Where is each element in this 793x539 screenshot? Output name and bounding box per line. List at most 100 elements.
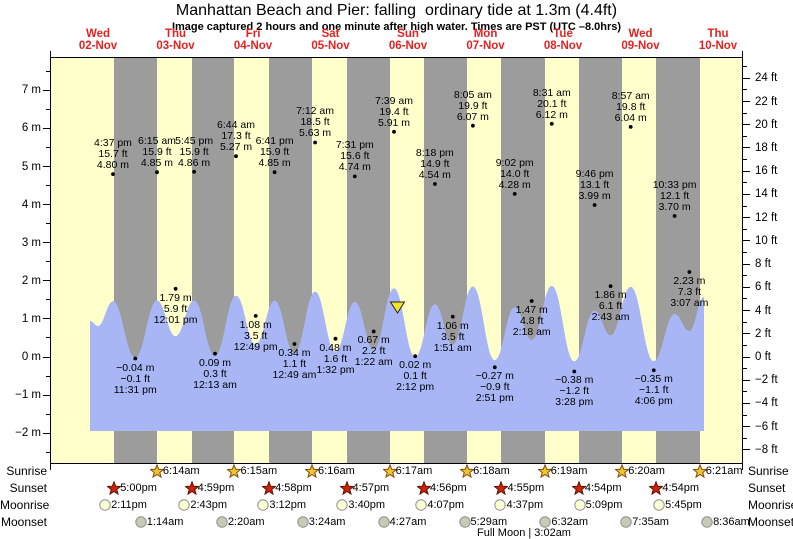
tide-label-line: 1.6 ft <box>323 352 348 365</box>
tide-high-label: 8:31 am 20.1 ft 6.12 m <box>520 87 584 121</box>
tide-label-line: −0.27 m <box>475 370 514 383</box>
tide-label-line: 11:31 pm <box>113 383 157 396</box>
day-weekday: Wed <box>86 28 111 40</box>
tide-label-line: 3:28 pm <box>555 396 594 409</box>
tide-label-line: 8:05 am <box>453 88 492 101</box>
ft-axis-label: 14 ft <box>755 188 778 201</box>
ft-axis-tick <box>743 101 750 102</box>
ft-axis-tick <box>743 379 750 381</box>
moonset-icon <box>296 515 310 534</box>
tide-label-line: −0.04 m <box>116 361 155 374</box>
tide-label-line: 3.70 m <box>658 201 691 214</box>
sunset-time: 4:57pm <box>352 482 390 494</box>
sunrise-icon <box>691 463 708 483</box>
sunrise-time: 6:18am <box>473 465 510 477</box>
day-label: Sun 06-Nov <box>374 28 442 52</box>
tide-label-line: 19.8 ft <box>616 100 646 113</box>
ft-axis-minor-tick <box>743 437 747 439</box>
day-date: 02-Nov <box>78 40 118 52</box>
m-axis-tick <box>43 242 50 244</box>
moonrise-time: 3:40pm <box>348 499 386 511</box>
tide-label-line: 9:46 pm <box>575 167 614 180</box>
tide-label-line: 4.74 m <box>338 161 371 174</box>
tide-label-line: −0.1 ft <box>120 372 150 385</box>
tide-high-label: 4:37 pm 15.7 ft 4.80 m <box>81 138 145 171</box>
moonrise-row-label-left: Moonrise <box>0 498 50 512</box>
moonset-icon <box>700 515 714 534</box>
sunrise-time: 6:21am <box>705 465 743 477</box>
ft-axis-tick <box>743 310 750 312</box>
tide-label-line: 4.8 ft <box>520 314 544 327</box>
day-weekday: Tue <box>553 28 573 40</box>
moonset-row-label-right: Moonset <box>748 515 793 529</box>
ft-axis-tick <box>743 217 750 219</box>
tide-label-line: −0.35 m <box>634 373 673 386</box>
tide-label-line: 0.1 ft <box>403 370 427 383</box>
moonrise-time: 4:07pm <box>427 499 465 511</box>
tide-label-line: 2:12 pm <box>396 381 435 394</box>
tide-label-line: 8:18 pm <box>415 147 454 160</box>
tide-label-line: 0.67 m <box>357 334 390 347</box>
tide-label-line: 15.9 ft <box>260 146 290 159</box>
sunrise-row-label-left: Sunrise <box>6 464 47 478</box>
m-axis-tick <box>43 356 50 358</box>
tide-label-line: 3.5 ft <box>244 329 268 342</box>
m-axis-label: 4 m <box>21 198 41 211</box>
m-axis-minor-tick <box>46 70 50 72</box>
tide-low-label: 1.86 m 6.1 ft 2:43 am <box>579 290 643 323</box>
ft-axis-tick <box>743 193 750 195</box>
day-label: Tue 08-Nov <box>529 28 597 52</box>
tide-label-line: 20.1 ft <box>537 97 567 110</box>
tide-low-label: 0.09 m 0.3 ft 12:13 am <box>183 356 247 391</box>
moonset-time: 7:35am <box>632 516 669 528</box>
m-axis-tick <box>43 280 50 282</box>
m-axis-label: −1 m <box>15 389 41 402</box>
sunset-time: 4:55pm <box>507 482 545 494</box>
day-weekday: Fri <box>245 28 261 40</box>
moonrise-icon <box>98 498 112 517</box>
ft-axis-minor-tick <box>743 159 747 161</box>
ft-axis-tick <box>743 124 750 126</box>
day-weekday: Thu <box>707 28 729 40</box>
m-axis-minor-tick <box>46 223 50 225</box>
day-label: Wed 09-Nov <box>607 28 675 52</box>
tide-label-line: 1.86 m <box>594 289 627 302</box>
tide-label-line: 7:31 pm <box>335 139 374 152</box>
tide-high-label: 5:45 pm 15.9 ft 4.86 m <box>162 135 226 169</box>
m-axis-label: 7 m <box>21 84 41 97</box>
ft-axis-minor-tick <box>743 228 747 230</box>
day-date: 06-Nov <box>388 40 428 52</box>
sunrise-icon <box>459 463 475 483</box>
tide-low-label: 1.06 m 3.5 ft 1:51 am <box>421 320 485 354</box>
tide-low-label: −0.38 m −1.2 ft 3:28 pm <box>542 375 606 408</box>
tide-label-line: 0.02 m <box>399 359 432 372</box>
tide-label-line: 1:32 pm <box>316 363 355 376</box>
axis-end-tick <box>50 464 51 470</box>
moonset-time: 1:14am <box>146 516 184 528</box>
ft-axis-minor-tick <box>743 112 747 114</box>
ft-axis-label: 4 ft <box>755 304 771 317</box>
moonset-icon <box>377 515 391 534</box>
sunrise-time: 6:15am <box>240 465 278 477</box>
tide-low-label: −0.35 m −1.1 ft 4:06 pm <box>622 374 686 407</box>
day-label: Mon 07-Nov <box>452 28 520 52</box>
moonset-icon <box>538 515 552 534</box>
ft-axis-minor-tick <box>743 66 747 68</box>
full-moon-label: Full Moon | 3:02am <box>477 527 571 539</box>
ft-axis-minor-tick <box>743 275 747 277</box>
sunrise-row-label-right: Sunrise <box>748 464 789 478</box>
ft-axis-minor-tick <box>743 344 747 346</box>
sunset-icon <box>493 480 510 500</box>
tide-label-line: 12:13 am <box>193 378 237 391</box>
tide-label-line: 4:06 pm <box>634 395 673 408</box>
tide-label-line: 1.1 ft <box>282 358 307 371</box>
axis-end-tick <box>50 51 51 57</box>
tide-label-line: 0.09 m <box>198 356 232 369</box>
tide-high-label: 6:41 pm 15.9 ft 4.85 m <box>243 136 307 169</box>
sunset-icon <box>648 480 665 500</box>
ft-axis-tick <box>743 333 750 335</box>
tide-label-line: −0.38 m <box>555 374 594 387</box>
ft-axis-tick <box>743 170 750 172</box>
tide-label-line: 6:15 am <box>137 135 176 148</box>
